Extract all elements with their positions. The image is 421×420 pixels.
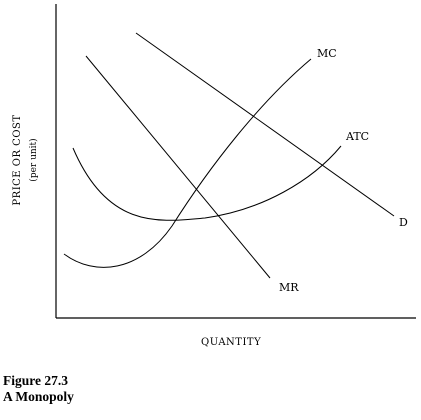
mr-label: MR xyxy=(279,281,299,294)
demand-curve xyxy=(135,32,395,217)
marginal-revenue-curve xyxy=(85,55,271,279)
x-axis-label: QUANTITY xyxy=(201,337,261,348)
atc-label: ATC xyxy=(345,130,369,143)
caption-number: Figure 27.3 xyxy=(3,373,68,388)
y-axis-sublabel: (per unit) xyxy=(28,138,39,181)
demand-label: D xyxy=(399,216,408,229)
caption-title: A Monopoly xyxy=(3,389,74,404)
figure-caption: Figure 27.3 A Monopoly xyxy=(3,373,74,405)
y-axis-label: PRICE OR COST xyxy=(12,114,23,205)
mc-label: MC xyxy=(317,47,337,60)
average-total-cost-curve xyxy=(72,145,342,221)
marginal-cost-curve xyxy=(63,58,312,268)
